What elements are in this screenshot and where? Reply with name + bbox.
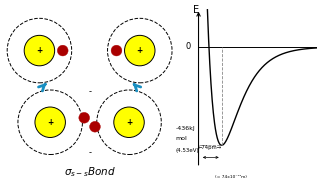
Text: mol: mol [176, 136, 188, 141]
Text: ←74pm→: ←74pm→ [198, 145, 222, 150]
Text: +: + [126, 118, 132, 127]
Text: -436kJ: -436kJ [176, 125, 196, 130]
Text: $\sigma_{s-s}$Bond: $\sigma_{s-s}$Bond [64, 166, 116, 179]
Text: +: + [36, 46, 43, 55]
Text: -: - [88, 87, 91, 96]
Circle shape [111, 45, 122, 56]
Circle shape [57, 45, 68, 56]
Text: +: + [47, 118, 53, 127]
Text: 0: 0 [185, 42, 190, 51]
Circle shape [90, 121, 100, 132]
Circle shape [114, 107, 144, 138]
Text: -: - [88, 148, 91, 157]
Text: (= 74x10⁻¹²m): (= 74x10⁻¹²m) [215, 175, 247, 179]
Circle shape [24, 35, 55, 66]
Circle shape [124, 35, 155, 66]
Circle shape [35, 107, 65, 138]
Text: +: + [137, 46, 143, 55]
Circle shape [79, 112, 90, 123]
Text: (4.53eV): (4.53eV) [176, 148, 199, 153]
Text: E: E [193, 5, 199, 15]
